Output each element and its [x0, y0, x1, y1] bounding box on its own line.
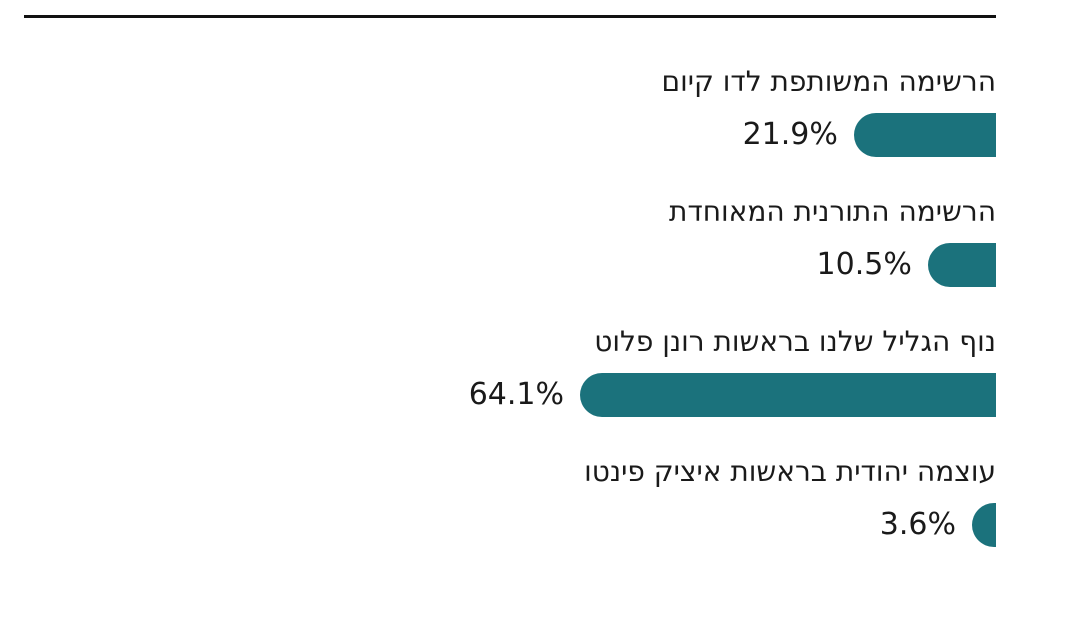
bar	[927, 243, 996, 287]
category-label: עוצמה יהודית בראשות איציק פינטו	[584, 455, 996, 488]
bar	[580, 373, 996, 417]
value-label: 3.6%	[879, 507, 956, 542]
value-label: 64.1%	[468, 377, 564, 412]
value-label: 21.9%	[742, 117, 838, 152]
top-divider	[24, 15, 996, 18]
category-label: הרשימה התורנית המאוחדת	[669, 195, 996, 228]
category-label: הרשימה המשותפת לדו קיום	[661, 65, 996, 98]
value-label: 10.5%	[816, 247, 912, 282]
bar	[853, 113, 996, 157]
bar	[972, 503, 996, 547]
category-label: נוף הגליל שלנו בראשות רונן פלוט	[594, 325, 996, 358]
